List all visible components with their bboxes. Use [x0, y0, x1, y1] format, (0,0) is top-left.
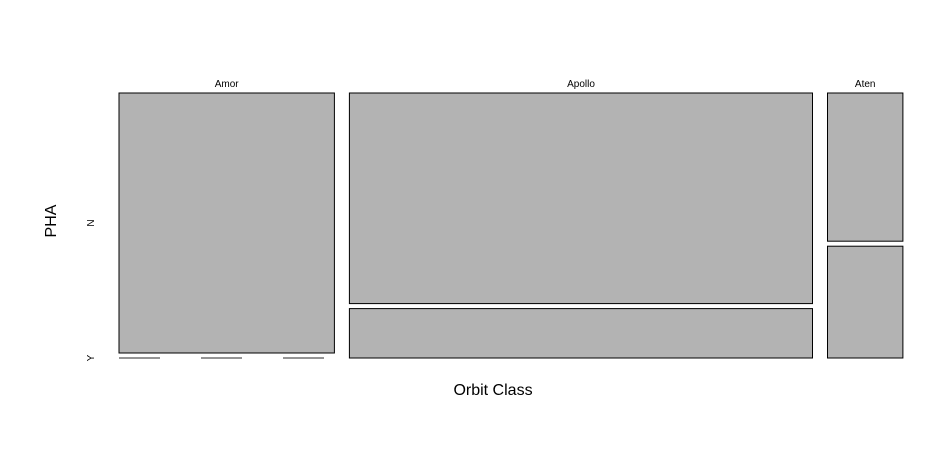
- column-labels: Amor Apollo Aten: [215, 79, 876, 90]
- mosaic-cell-apollo-n: [348, 92, 813, 305]
- row-labels: NY: [86, 219, 97, 361]
- mosaic-cells: [118, 92, 904, 359]
- row-label-n: N: [86, 219, 97, 226]
- mosaic-cell-aten-y: [827, 245, 904, 359]
- column-label-aten: Aten: [855, 79, 876, 90]
- column-label-apollo: Apollo: [567, 79, 595, 90]
- row-label-y: Y: [86, 354, 97, 361]
- mosaic-cell-aten-n: [827, 92, 904, 242]
- y-axis-label: PHA: [43, 204, 60, 237]
- mosaic-cell-apollo-y: [348, 308, 813, 359]
- column-label-amor: Amor: [215, 79, 240, 90]
- mosaic-cell-amor-n: [118, 92, 335, 354]
- x-axis-label: Orbit Class: [453, 382, 532, 399]
